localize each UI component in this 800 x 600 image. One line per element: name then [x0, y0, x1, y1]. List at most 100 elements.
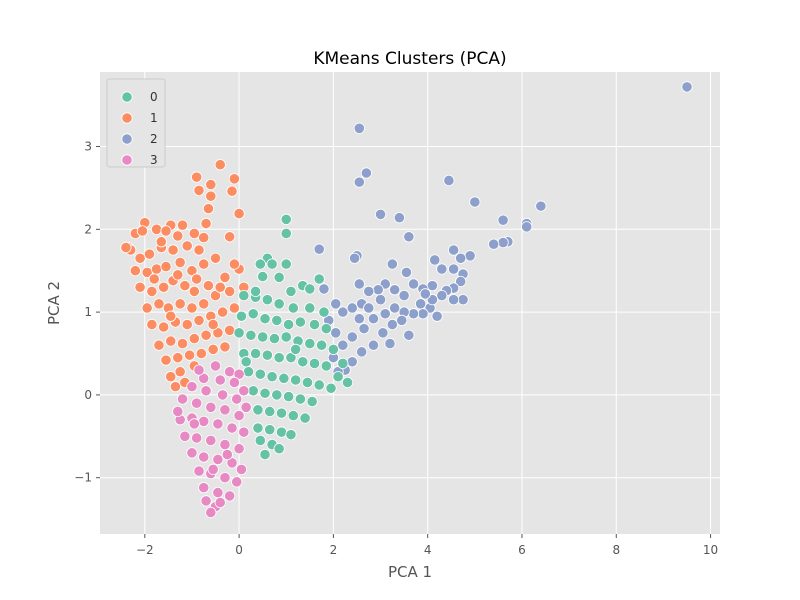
- cluster-1-point: [143, 248, 156, 260]
- cluster-0-point: [254, 368, 266, 380]
- cluster-1-point: [207, 343, 219, 355]
- cluster-2-point: [330, 298, 342, 310]
- cluster-2-point: [448, 244, 460, 256]
- cluster-2-point: [455, 252, 467, 264]
- cluster-0-point: [254, 258, 266, 270]
- cluster-1-point: [169, 381, 182, 393]
- cluster-2-point: [353, 313, 365, 325]
- legend-marker-1: [121, 112, 133, 124]
- cluster-3-point: [198, 415, 210, 427]
- cluster-1-point: [202, 203, 215, 215]
- x-tick-label: 4: [424, 543, 432, 557]
- cluster-1-point: [198, 258, 210, 270]
- cluster-1-point: [186, 302, 198, 314]
- cluster-0-point: [285, 429, 297, 441]
- cluster-1-point: [200, 217, 212, 230]
- cluster-0-point: [271, 314, 283, 326]
- axis-ticks: −2 0 2 4 6 8 10 −1 0 1 2 3: [74, 140, 718, 557]
- cluster-0-point: [254, 434, 266, 447]
- cluster-0-point: [306, 395, 318, 408]
- x-tick-label: −2: [136, 543, 154, 557]
- cluster-3-point: [191, 432, 203, 444]
- cluster-2-point: [426, 280, 438, 292]
- cluster-1-point: [172, 352, 184, 364]
- cluster-0-point: [273, 352, 285, 364]
- cluster-1-point: [160, 260, 172, 273]
- y-tick-label: 1: [84, 305, 92, 319]
- cluster-3-point: [198, 451, 210, 463]
- chart-title: KMeans Clusters (PCA): [313, 49, 506, 69]
- cluster-0-point: [325, 382, 337, 394]
- cluster-1-point: [219, 271, 231, 283]
- cluster-0-point: [233, 327, 245, 339]
- cluster-0-point: [264, 424, 276, 436]
- cluster-3-point: [205, 401, 217, 413]
- cluster-1-point: [172, 230, 184, 242]
- cluster-1-point: [136, 225, 149, 237]
- cluster-1-point: [158, 321, 170, 333]
- cluster-2-point: [400, 266, 413, 278]
- cluster-0-point: [320, 323, 332, 335]
- cluster-2-point: [360, 167, 372, 179]
- cluster-2-point: [379, 308, 391, 320]
- cluster-3-point: [238, 385, 250, 397]
- cluster-1-point: [148, 273, 160, 285]
- cluster-2-point: [497, 214, 509, 226]
- cluster-0-point: [327, 343, 339, 355]
- legend-box: [106, 78, 166, 168]
- cluster-1-point: [191, 171, 203, 183]
- cluster-0-point: [273, 298, 285, 310]
- cluster-1-point: [181, 240, 193, 252]
- cluster-2-point: [353, 122, 365, 134]
- cluster-3-point: [205, 434, 217, 447]
- cluster-0-point: [282, 318, 295, 331]
- cluster-2-point: [429, 254, 441, 266]
- cluster-1-point: [134, 252, 146, 264]
- cluster-1-point: [193, 314, 205, 326]
- cluster-0-point: [271, 389, 283, 401]
- cluster-0-point: [332, 371, 344, 383]
- cluster-1-point: [228, 302, 240, 314]
- cluster-0-point: [275, 426, 288, 438]
- cluster-2-point: [372, 284, 384, 296]
- cluster-1-point: [160, 225, 172, 237]
- cluster-2-point: [393, 212, 405, 224]
- cluster-0-point: [240, 356, 252, 368]
- cluster-3-point: [186, 381, 198, 393]
- cluster-2-point: [313, 243, 325, 255]
- cluster-1-point: [233, 207, 245, 220]
- y-tick-label: 0: [84, 388, 92, 402]
- cluster-0-point: [287, 410, 299, 422]
- cluster-2-point: [431, 310, 443, 322]
- cluster-2-point: [363, 285, 375, 298]
- cluster-0-point: [249, 285, 262, 298]
- scatter-points: [120, 81, 693, 519]
- cluster-0-point: [290, 343, 302, 355]
- cluster-0-point: [320, 360, 332, 372]
- cluster-0-point: [299, 412, 311, 424]
- cluster-3-point: [188, 418, 200, 430]
- cluster-1-point: [188, 333, 200, 345]
- cluster-1-point: [209, 252, 222, 264]
- cluster-3-point: [216, 389, 229, 401]
- x-tick-label: 2: [330, 543, 338, 557]
- x-tick-label: 8: [612, 543, 620, 557]
- cluster-3-point: [209, 360, 222, 372]
- cluster-2-point: [374, 294, 387, 306]
- cluster-0-point: [290, 374, 302, 386]
- cluster-1-point: [174, 366, 186, 378]
- cluster-2-point: [436, 289, 448, 302]
- cluster-0-point: [304, 302, 316, 314]
- cluster-1-point: [209, 289, 222, 302]
- cluster-3-point: [200, 495, 212, 507]
- legend-marker-0: [121, 91, 133, 103]
- cluster-3-point: [179, 430, 191, 442]
- cluster-3-point: [231, 476, 243, 488]
- cluster-3-point: [224, 490, 236, 502]
- cluster-2-point: [353, 278, 365, 290]
- cluster-2-point: [367, 339, 380, 351]
- cluster-2-point: [337, 339, 349, 351]
- legend-label-0: 0: [150, 90, 158, 104]
- cluster-2-point: [497, 236, 509, 249]
- y-tick-label: 3: [84, 140, 92, 154]
